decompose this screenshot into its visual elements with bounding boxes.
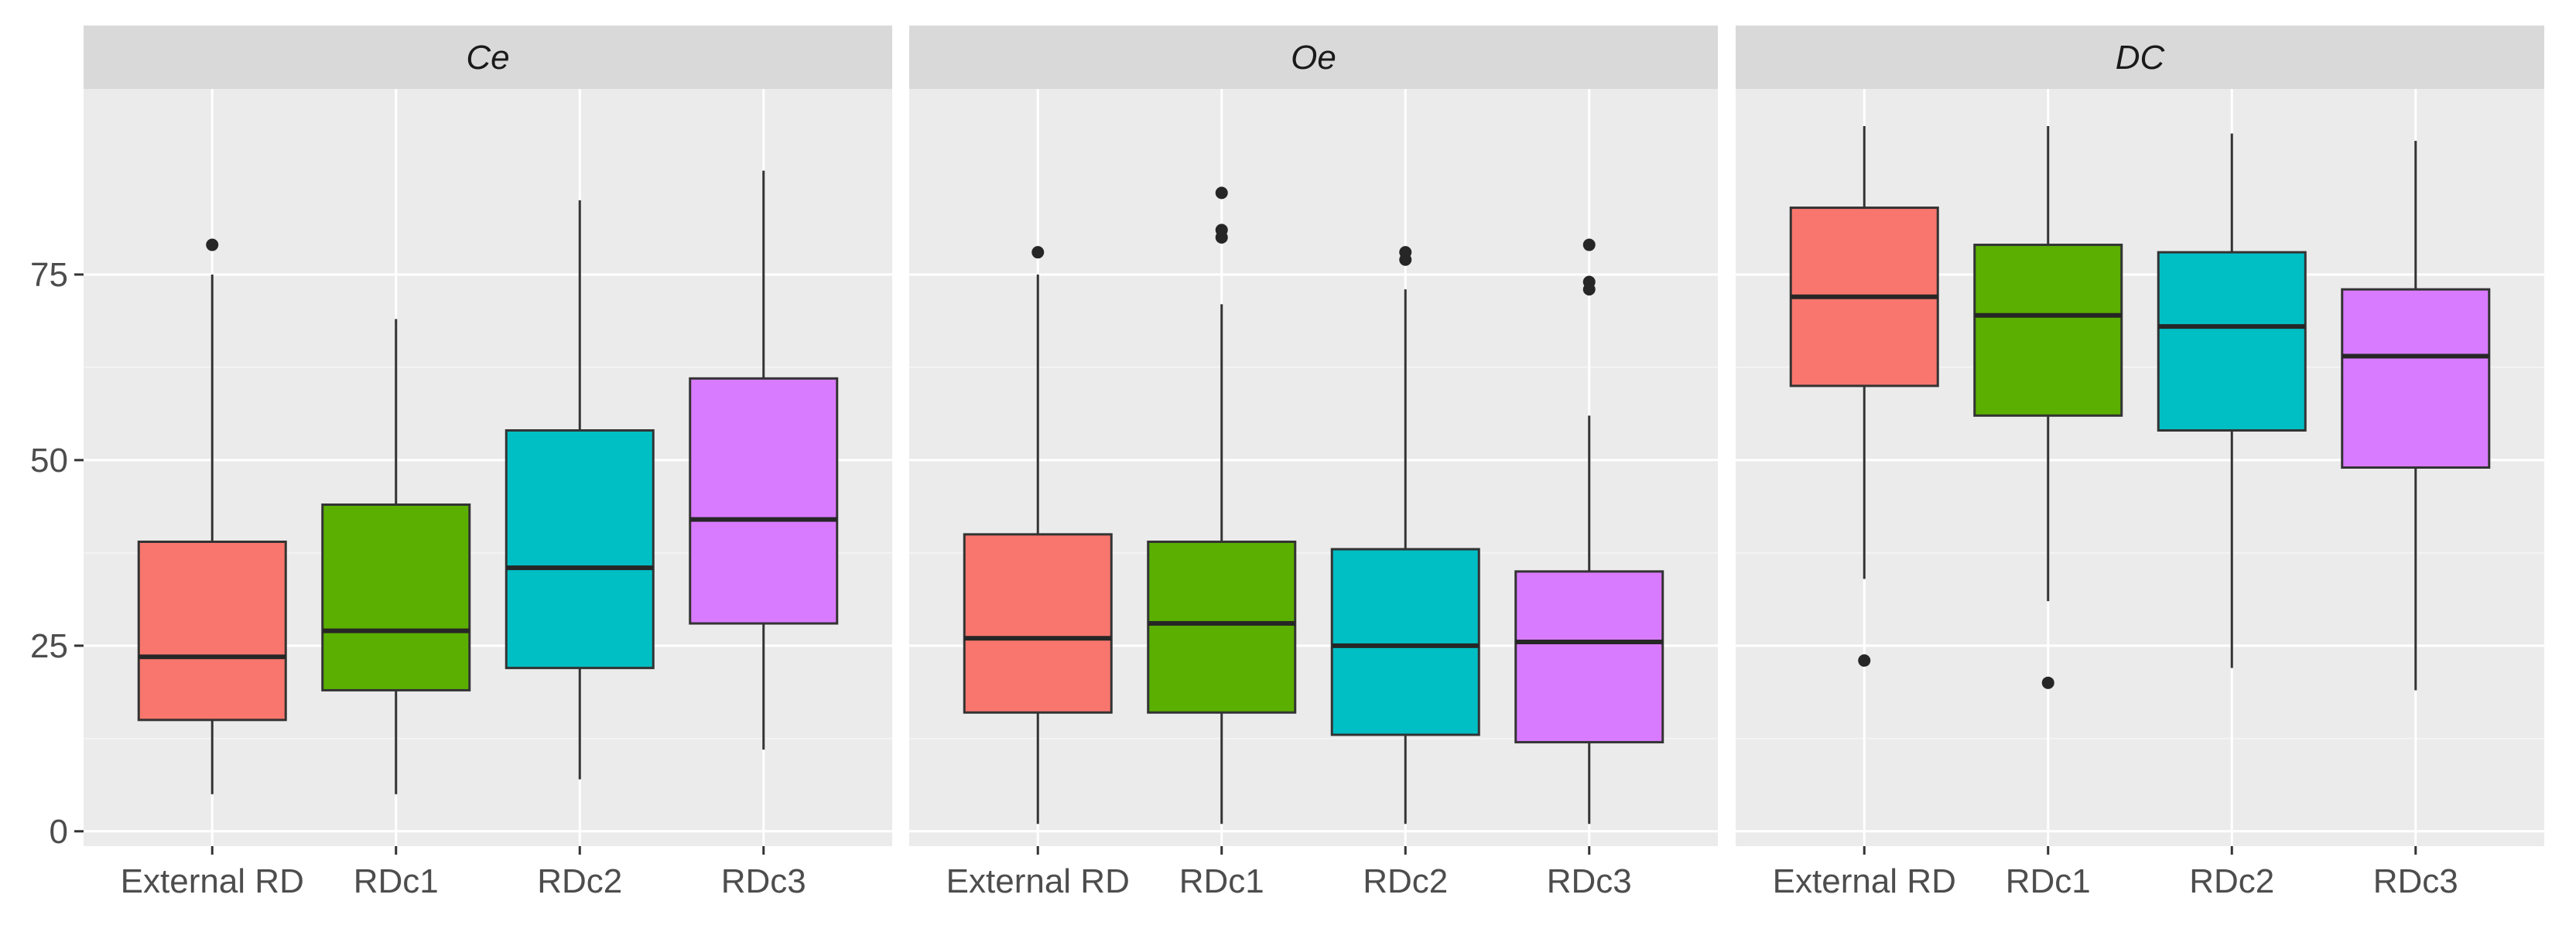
y-tick-label: 75 xyxy=(30,256,68,294)
outlier-point xyxy=(2041,676,2054,689)
iqr-box xyxy=(1973,244,2123,417)
box-rdc1 xyxy=(1973,125,2123,689)
x-tick-label: RDc3 xyxy=(2373,862,2458,900)
x-tick-label: RDc3 xyxy=(721,862,806,900)
y-tick-label: 50 xyxy=(30,442,68,480)
x-tick-label: RDc1 xyxy=(1179,862,1264,900)
facet-strip xyxy=(909,26,1718,89)
x-tick-label: External RD xyxy=(1773,862,1956,900)
iqr-box xyxy=(1147,540,1297,714)
x-tick-label: RDc2 xyxy=(2189,862,2274,900)
outlier-point xyxy=(1858,654,1871,667)
x-tick-label: RDc3 xyxy=(1547,862,1632,900)
facet-strip-label: Ce xyxy=(466,39,509,77)
box-rdc2 xyxy=(1330,246,1480,824)
y-tick-label: 25 xyxy=(30,627,68,665)
iqr-box xyxy=(963,533,1113,714)
facet-panels: Ce External RD RDc1 RDc2 RDc3 Oe External RD RD… xyxy=(84,26,2544,900)
y-axis: 0 25 50 75 xyxy=(30,256,84,851)
iqr-box xyxy=(137,540,287,722)
facet-panel-dc: DC External RD RDc1 RDc2 RDc3 xyxy=(1736,26,2544,900)
x-tick-label: RDc2 xyxy=(537,862,622,900)
iqr-box xyxy=(2157,251,2307,432)
outlier-point xyxy=(1582,275,1596,288)
facet-strip-label: Oe xyxy=(1291,39,1336,77)
outlier-point xyxy=(1031,246,1045,259)
facet-strip xyxy=(1736,26,2544,89)
y-tick-label: 0 xyxy=(50,813,68,851)
iqr-box xyxy=(321,503,471,691)
facet-strip xyxy=(84,26,892,89)
outlier-point xyxy=(1215,224,1228,237)
box-rdc1 xyxy=(1147,186,1297,824)
box-rdc3 xyxy=(689,170,839,750)
box-external-rd xyxy=(963,246,1113,824)
x-tick-label: External RD xyxy=(946,862,1130,900)
iqr-box xyxy=(505,429,655,670)
facet-panel-ce: Ce External RD RDc1 RDc2 RDc3 xyxy=(84,26,892,900)
iqr-box xyxy=(1330,548,1480,736)
iqr-box xyxy=(689,377,839,625)
iqr-box xyxy=(2341,288,2491,469)
box-external-rd xyxy=(137,238,287,794)
box-rdc3 xyxy=(1514,238,1664,824)
outlier-point xyxy=(206,238,219,251)
facet-panel-oe: Oe External RD RDc1 RDc2 RDc3 xyxy=(909,26,1718,900)
outlier-point xyxy=(1215,186,1228,200)
box-rdc2 xyxy=(505,200,655,780)
box-rdc2 xyxy=(2157,133,2307,668)
outlier-point xyxy=(1582,238,1596,251)
x-tick-label: RDc2 xyxy=(1363,862,1448,900)
outlier-point xyxy=(1399,246,1412,259)
x-tick-label: RDc1 xyxy=(354,862,439,900)
x-tick-label: RDc1 xyxy=(2006,862,2091,900)
box-rdc1 xyxy=(321,319,471,794)
box-external-rd xyxy=(1789,125,1939,667)
iqr-box xyxy=(1514,570,1664,744)
facet-strip-label: DC xyxy=(2116,39,2166,77)
box-rdc3 xyxy=(2341,141,2491,691)
x-tick-label: External RD xyxy=(121,862,304,900)
